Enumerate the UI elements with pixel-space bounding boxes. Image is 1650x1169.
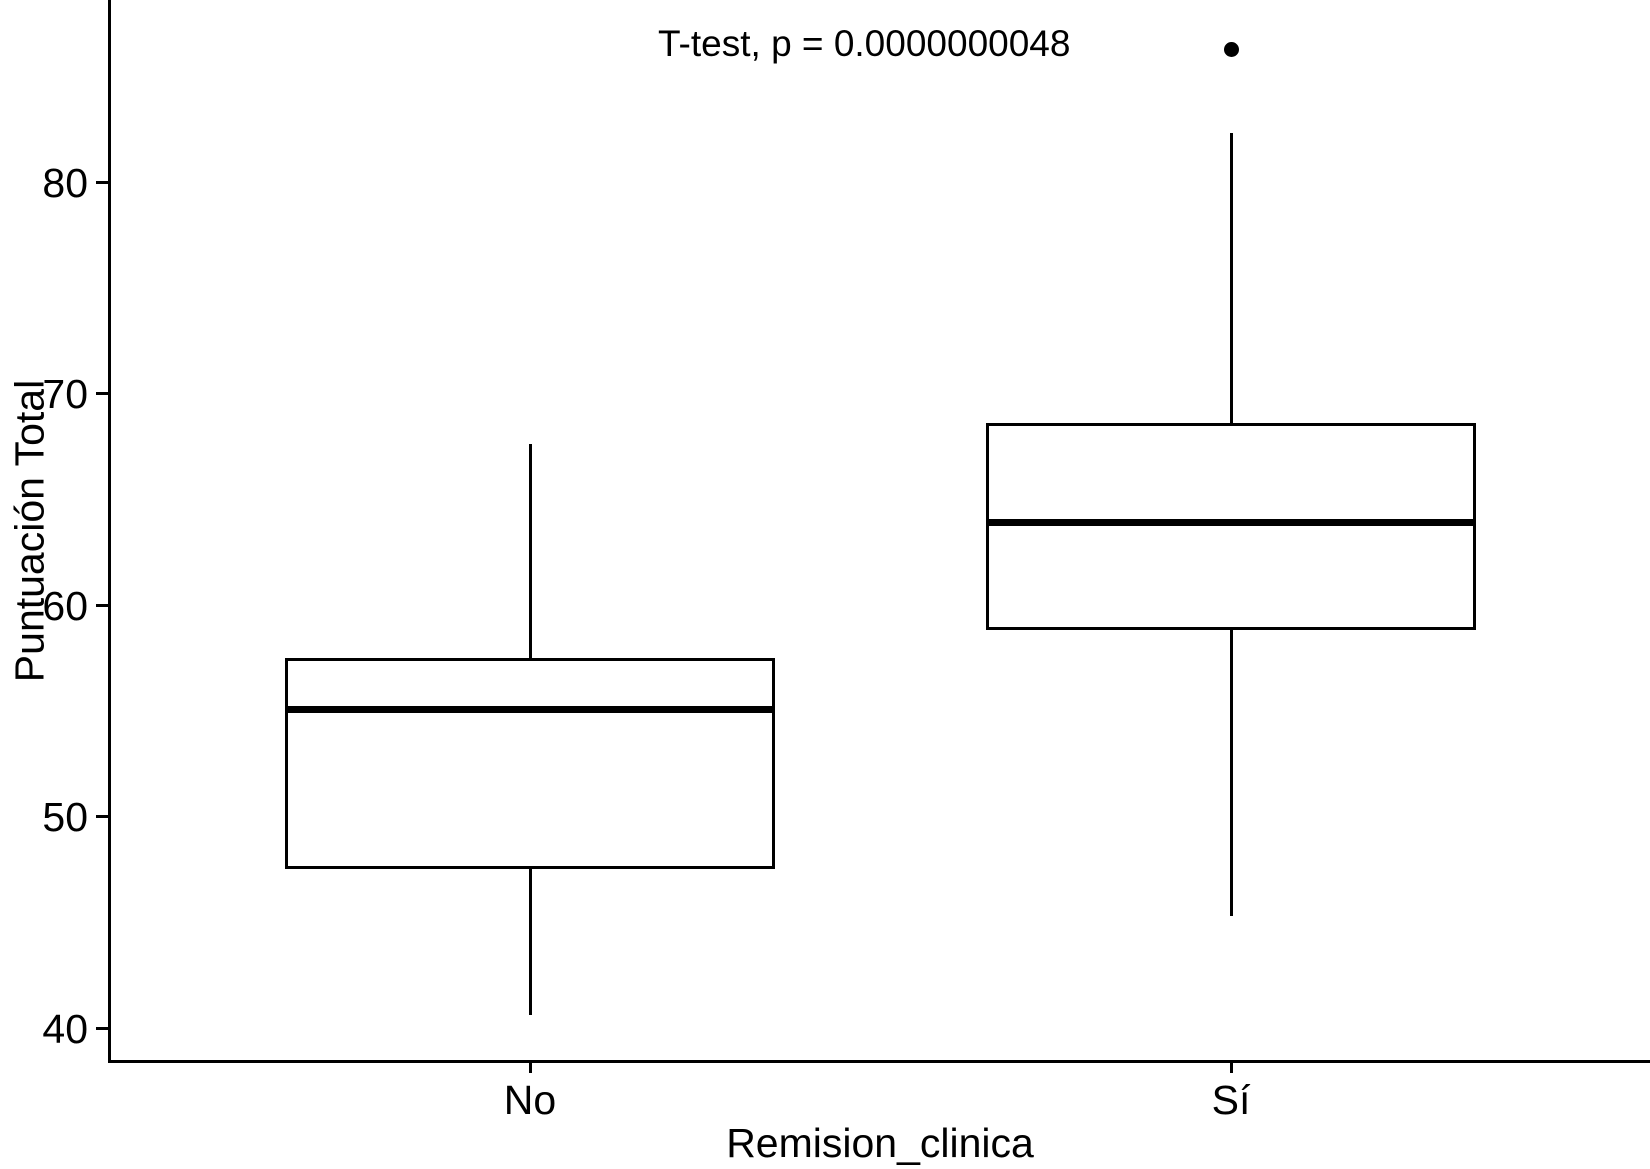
y-tick-mark [96, 604, 108, 607]
y-tick-label: 40 [42, 1006, 88, 1052]
y-tick-mark [96, 815, 108, 818]
upper-whisker [529, 444, 532, 658]
y-axis-line [108, 0, 111, 1062]
y-tick-mark [96, 1027, 108, 1030]
lower-whisker [529, 869, 532, 1015]
y-tick-mark [96, 181, 108, 184]
y-tick-label: 70 [42, 371, 88, 417]
boxplot-box [986, 423, 1476, 630]
y-tick-mark [96, 392, 108, 395]
lower-whisker [1230, 630, 1233, 916]
x-tick-mark [1230, 1063, 1233, 1073]
y-axis-title: Puntuación Total [6, 379, 53, 683]
x-tick-mark [529, 1063, 532, 1073]
x-tick-label: Sí [1211, 1077, 1251, 1123]
stat-test-annotation: T-test, p = 0.0000000048 [658, 23, 1071, 64]
y-tick-label: 50 [42, 794, 88, 840]
outlier-point [1224, 42, 1239, 57]
y-tick-label: 60 [42, 583, 88, 629]
upper-whisker [1230, 133, 1233, 423]
median-line [285, 706, 775, 713]
median-line [986, 519, 1476, 526]
y-tick-label: 80 [42, 160, 88, 206]
boxplot-box [285, 658, 775, 869]
x-axis-title: Remision_clinica [726, 1120, 1034, 1166]
x-tick-label: No [503, 1077, 557, 1123]
x-axis-line [108, 1060, 1650, 1063]
